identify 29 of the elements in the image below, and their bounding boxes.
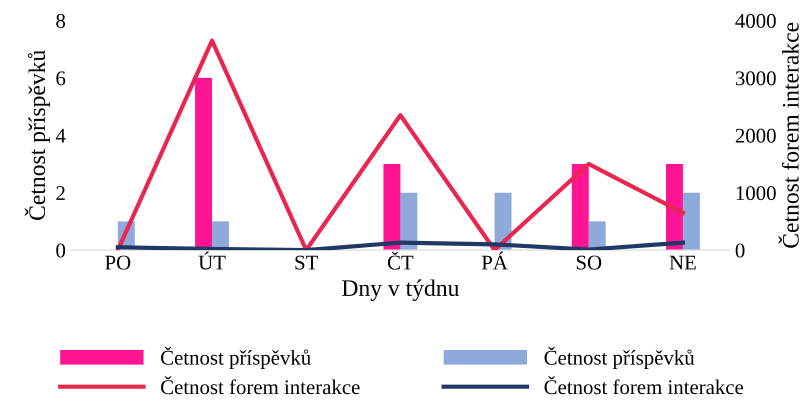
legend-label: Četnost příspěvků <box>161 346 311 370</box>
line-series <box>116 240 686 250</box>
x-tick-label: PO <box>105 256 130 270</box>
y2-tick-label: 0 <box>736 243 745 258</box>
x-tick-label: PÁ <box>482 252 508 270</box>
y-tick-label: 4 <box>56 128 66 143</box>
legend-label: Četnost forem interakce <box>544 376 744 394</box>
y2-axis-title: Četnost forem interakce <box>778 22 799 248</box>
x-tick-label: NE <box>670 256 696 270</box>
y-tick-label: 6 <box>56 71 66 86</box>
x-axis-title: Dny v týdnu <box>342 279 460 301</box>
x-tick-label: SO <box>576 256 602 270</box>
y-tick-label: 8 <box>56 14 66 28</box>
bar <box>383 164 400 250</box>
y2-tick-label: 4000 <box>735 14 776 28</box>
x-tick-label: ST <box>295 256 318 270</box>
y2-tick-label: 2000 <box>736 128 776 143</box>
y-tick-label: 2 <box>56 186 65 200</box>
line-series <box>116 38 686 250</box>
legend-label: Četnost příspěvků <box>544 346 694 370</box>
y-axis-title: Četnost příspěvků <box>24 50 50 220</box>
bar <box>682 192 700 250</box>
y-tick-label: 0 <box>56 243 66 258</box>
x-tick-label: ÚT <box>198 252 226 270</box>
y2-tick-label: 1000 <box>736 186 776 200</box>
legend-label: Četnost forem interakce <box>161 376 360 394</box>
bar <box>400 192 418 250</box>
x-tick-label: ČT <box>388 252 414 270</box>
y2-tick-label: 3000 <box>736 71 776 86</box>
